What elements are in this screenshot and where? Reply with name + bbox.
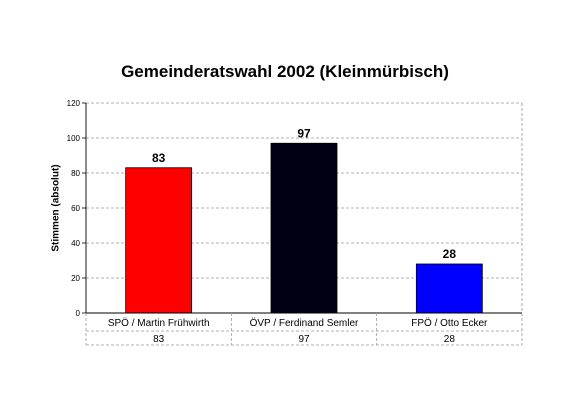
axis-layer: 0 20 40 60 80 100 120 <box>67 99 522 318</box>
category-label-1: SPÖ / Martin Frühwirth <box>108 317 210 329</box>
y-tick-label: 100 <box>67 134 81 143</box>
data-label-2: 97 <box>297 126 311 140</box>
data-label-1: 83 <box>152 151 166 165</box>
data-table: SPÖ / Martin Frühwirth 83 ÖVP / Ferdinand … <box>85 313 523 346</box>
y-tick-label: 60 <box>71 204 80 213</box>
y-tick-label: 20 <box>71 274 80 283</box>
data-label-3: 28 <box>443 247 457 261</box>
bar-1 <box>125 167 193 314</box>
bar-layer: 83 97 28 <box>125 126 483 314</box>
table-value-1: 83 <box>153 334 165 345</box>
category-label-3: FPÖ / Otto Ecker <box>411 317 488 329</box>
y-tick-label: 0 <box>76 309 81 318</box>
y-tick-label: 40 <box>71 239 80 248</box>
bar-2 <box>270 142 338 314</box>
chart-title: Gemeinderatswahl 2002 (Kleinmürbisch) <box>121 62 449 81</box>
bar-3 <box>415 263 483 314</box>
y-tick-label: 80 <box>71 169 80 178</box>
y-tick-label: 120 <box>67 99 81 108</box>
table-value-2: 97 <box>298 334 310 345</box>
table-value-3: 28 <box>444 334 456 345</box>
category-label-2: ÖVP / Ferdinand Semler <box>250 317 359 329</box>
